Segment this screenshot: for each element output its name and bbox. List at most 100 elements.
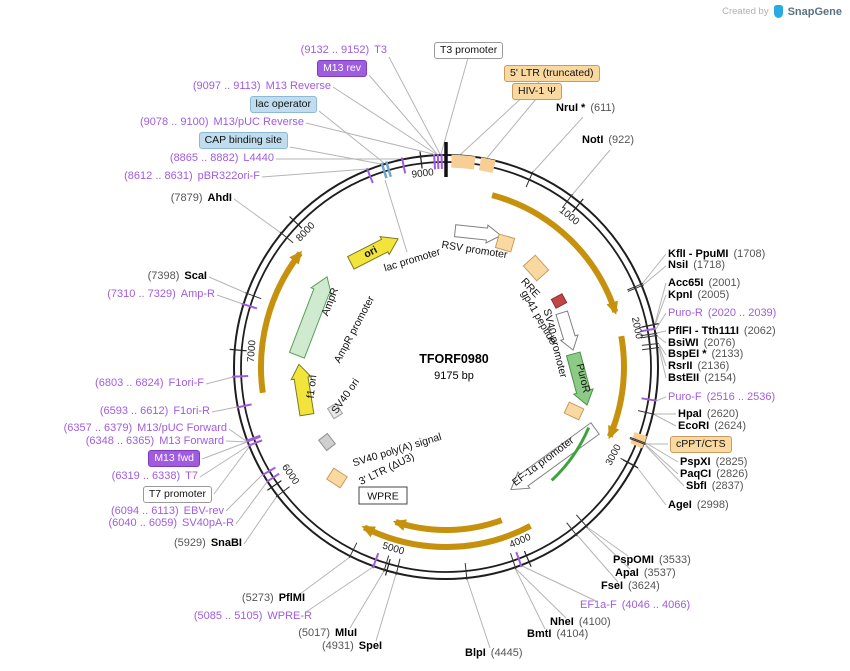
gp41-peptide-box[interactable] (550, 293, 568, 309)
ampr-arrow[interactable] (287, 273, 338, 359)
label-t3-promoter[interactable]: T3 promoter (434, 42, 504, 59)
label-lac-operator[interactable]: lac operator (249, 96, 317, 113)
label-m13-rev[interactable]: M13 rev (317, 60, 367, 77)
label-bspei[interactable]: BspEI * (2133) (668, 348, 744, 360)
label-t7-primer[interactable]: (6319 .. 6338) T7 (111, 470, 198, 482)
wpre-box[interactable] (358, 486, 408, 505)
ring-position-1000: 1000 (557, 205, 582, 228)
feature-label-wpre[interactable]: WPRE (367, 491, 399, 503)
label-f1ori-r[interactable]: (6593 .. 6612) F1ori-R (99, 405, 210, 417)
snapgene-brand: SnapGene (787, 5, 842, 18)
label-ebv-rev[interactable]: (6094 .. 6113) EBV-rev (110, 505, 224, 517)
feature-label-f1-ori[interactable]: f1 ori (305, 374, 320, 399)
label-rsrii[interactable]: RsrII (2136) (668, 360, 730, 372)
label-bsiwi[interactable]: BsiWI (2076) (668, 337, 736, 349)
rsv-promoter-arrow[interactable] (453, 222, 502, 245)
plasmid-name: TFORF0980 (419, 352, 489, 366)
5ltr-inner-box[interactable] (494, 233, 516, 253)
label-blpi[interactable]: BlpI (4445) (465, 647, 523, 659)
snapgene-logo-icon (773, 5, 783, 18)
label-scai[interactable]: (7398) ScaI (147, 270, 207, 282)
label-cap-binding-site[interactable]: CAP binding site (198, 132, 288, 149)
label-pflmi[interactable]: (5273) PflMI (241, 592, 305, 604)
feature-label-ori[interactable]: ori (362, 244, 379, 261)
plasmid-size: 9175 bp (434, 370, 474, 382)
operator-site-ticks (380, 161, 392, 179)
label-m13-reverse[interactable]: (9097 .. 9113) M13 Reverse (192, 80, 331, 92)
label-snabi[interactable]: (5929) SnaBI (174, 537, 242, 549)
ring-position-7000: 7000 (246, 339, 259, 363)
label-hiv1-psi[interactable]: HIV-1 Ψ (512, 83, 562, 100)
ring-position-3000: 3000 (604, 442, 624, 467)
label-pflfi-tth111i[interactable]: PflFI - Tth111I (2062) (668, 325, 776, 337)
label-spei[interactable]: (4931) SpeI (321, 640, 382, 652)
label-pbr322ori-f[interactable]: (8612 .. 8631) pBR322ori-F (124, 170, 260, 182)
sv40-polya-box[interactable] (317, 432, 337, 452)
label-t7-promoter[interactable]: T7 promoter (142, 486, 212, 503)
label-pspxi[interactable]: PspXI (2825) (680, 456, 748, 468)
label-ahdi[interactable]: (7879) AhdI (170, 192, 232, 204)
label-m13-fwd[interactable]: M13 fwd (148, 450, 200, 467)
label-m13-puc-reverse[interactable]: (9078 .. 9100) M13/pUC Reverse (140, 116, 304, 128)
label-ef1a-f[interactable]: EF1a-F (4046 .. 4066) (580, 599, 691, 611)
label-5ltr[interactable]: 5' LTR (truncated) (504, 65, 600, 82)
snapgene-watermark: Created by SnapGene (722, 5, 842, 18)
label-bmti[interactable]: BmtI (4104) (527, 628, 589, 640)
primer-site-ticks (232, 153, 657, 569)
label-sbfi[interactable]: SbfI (2837) (686, 480, 744, 492)
feature-label-ef1a-promoter[interactable]: EF-1α promoter (510, 434, 577, 488)
ef1a-promoter-arrow[interactable] (505, 420, 601, 497)
label-nrui[interactable]: NruI * (611) (556, 102, 616, 114)
label-fsei[interactable]: FseI (3624) (601, 580, 660, 592)
label-nhei[interactable]: NheI (4100) (550, 616, 611, 628)
label-m13-puc-forward[interactable]: (6357 .. 6379) M13/pUC Forward (63, 422, 227, 434)
sv40-ori-box[interactable] (326, 402, 344, 420)
label-puro-f[interactable]: Puro-F (2516 .. 2536) (668, 391, 776, 403)
label-f1ori-f[interactable]: (6803 .. 6824) F1ori-F (95, 377, 204, 389)
ef1a-promoter-arc (550, 427, 591, 482)
puror-arrow[interactable] (564, 351, 597, 407)
3ltr-box[interactable] (326, 467, 348, 489)
label-wpre-r[interactable]: (5085 .. 5105) WPRE-R (193, 610, 312, 622)
rre-box[interactable] (522, 254, 550, 282)
label-l4440[interactable]: (8865 .. 8882) L4440 (169, 152, 274, 164)
label-pspomi[interactable]: PspOMI (3533) (613, 554, 691, 566)
ring-position-6000: 6000 (279, 462, 301, 487)
f1-ori-arrow[interactable] (289, 363, 317, 417)
feature-label-sv40-ori[interactable]: SV40 ori (329, 376, 362, 416)
label-bsteii[interactable]: BstEII (2154) (668, 372, 736, 384)
cppt-inner-box[interactable] (563, 401, 585, 421)
label-nsii[interactable]: NsiI (1718) (668, 259, 725, 271)
label-acc65i[interactable]: Acc65I (2001) (668, 277, 741, 289)
label-sv40pa-r[interactable]: (6040 .. 6059) SV40pA-R (108, 517, 234, 529)
label-paqci[interactable]: PaqCI (2826) (680, 468, 748, 480)
ring-position-2000: 2000 (629, 316, 644, 340)
label-ecori[interactable]: EcoRI (2624) (678, 420, 746, 432)
label-kfli-ppumi[interactable]: KflI - PpuMI (1708) (668, 248, 766, 260)
ring-position-9000: 9000 (411, 167, 435, 181)
feature-label-ampr-promoter[interactable]: AmpR promoter (332, 294, 378, 366)
label-hpai[interactable]: HpaI (2620) (678, 408, 739, 420)
label-puro-r[interactable]: Puro-R (2020 .. 2039) (668, 307, 777, 319)
label-t3-primer[interactable]: (9132 .. 9152) T3 (300, 44, 387, 56)
label-m13-forward[interactable]: (6348 .. 6365) M13 Forward (85, 435, 224, 447)
ring-segment-hiv1-psi (478, 157, 496, 174)
orf-direction-arcs (258, 192, 627, 550)
ring-feature-segments[interactable] (451, 154, 647, 449)
sv40-promoter-arrow[interactable] (553, 310, 582, 353)
label-apai[interactable]: ApaI (3537) (615, 567, 676, 579)
label-connector-lines (199, 56, 685, 649)
label-noti[interactable]: NotI (922) (582, 134, 635, 146)
ring-segment-5ltr (451, 154, 476, 170)
label-cppt-cts[interactable]: cPPT/CTS (670, 436, 732, 453)
label-amp-r[interactable]: (7310 .. 7329) Amp-R (107, 288, 215, 300)
label-kpni[interactable]: KpnI (2005) (668, 289, 730, 301)
watermark-created-by: Created by (722, 6, 769, 17)
label-mlui[interactable]: (5017) MluI (298, 627, 357, 639)
ori-arrow[interactable] (346, 230, 402, 272)
ring-segment-cppt (630, 431, 647, 449)
label-agei[interactable]: AgeI (2998) (668, 499, 729, 511)
enzyme-site-ticks (245, 171, 660, 581)
